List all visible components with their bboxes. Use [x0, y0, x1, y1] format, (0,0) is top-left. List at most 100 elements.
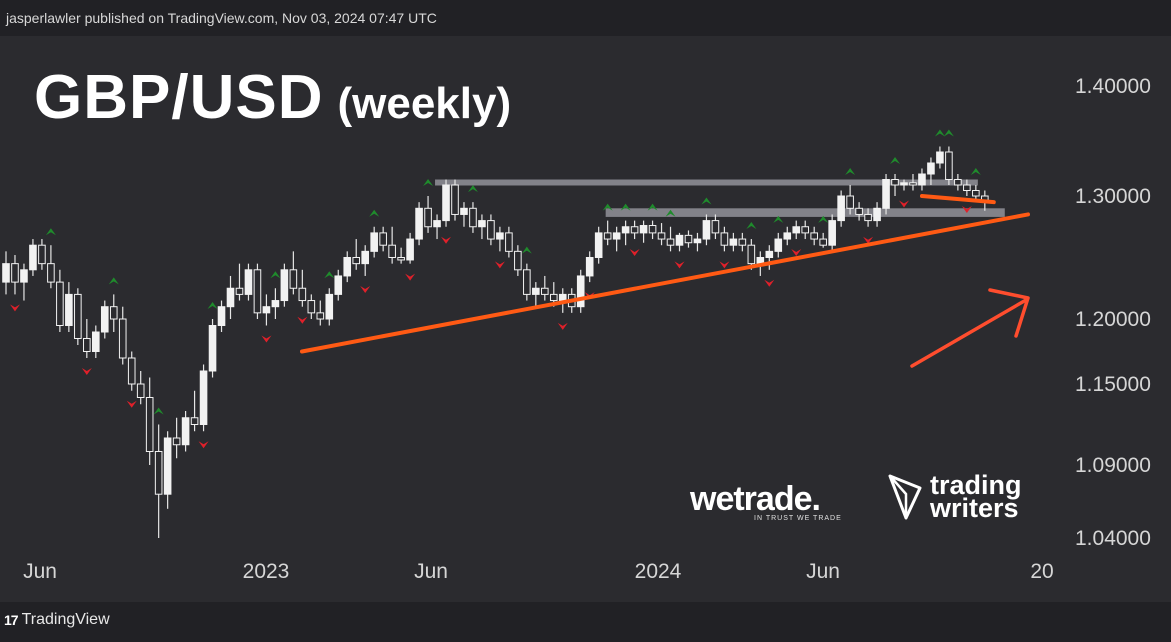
- candle-body: [792, 226, 801, 234]
- candle-body: [927, 162, 935, 175]
- candle-body: [801, 226, 810, 234]
- candle-body: [532, 287, 540, 295]
- fractal-down-marker: [297, 316, 308, 324]
- price-tick-label: 1.15000: [1075, 373, 1151, 396]
- candle-body: [774, 238, 783, 252]
- publisher-header: jasperlawler published on TradingView.co…: [0, 0, 1171, 36]
- candle-body: [460, 207, 468, 215]
- fractal-down-marker: [405, 273, 416, 281]
- tradingview-brand-label: TradingView: [21, 611, 110, 628]
- candle-body: [873, 207, 881, 222]
- candle-body: [675, 234, 684, 246]
- fractal-up-marker: [970, 168, 981, 175]
- candle-body: [397, 257, 405, 261]
- fractal-down-marker: [863, 236, 874, 244]
- fractal-down-marker: [719, 261, 730, 269]
- candle-body: [900, 182, 908, 186]
- tradingview-brand[interactable]: 17 TradingView: [4, 611, 110, 629]
- fractal-down-marker: [629, 249, 640, 257]
- fractal-up-marker: [943, 129, 954, 137]
- candle-body: [370, 232, 378, 252]
- candle-body: [666, 238, 675, 246]
- candle-body: [109, 306, 118, 320]
- candle-body: [810, 232, 819, 240]
- chart-title: GBP/USD (weekly): [34, 62, 511, 133]
- fractal-up-marker: [108, 277, 119, 285]
- resistance-zone: [435, 179, 978, 186]
- time-tick-label: Jun: [806, 560, 840, 583]
- price-tick-label: 1.40000: [1075, 75, 1151, 98]
- price-tick-label: 1.09000: [1075, 454, 1151, 477]
- candle-body: [711, 220, 720, 234]
- candle-body: [433, 220, 441, 228]
- candle-body: [83, 338, 91, 352]
- resistance-zones: [435, 179, 1005, 217]
- fractal-down-marker: [494, 261, 505, 269]
- candle-body: [558, 293, 567, 302]
- candle-body: [244, 269, 253, 295]
- candle-body: [819, 238, 827, 246]
- candle-body: [505, 232, 513, 252]
- fractal-up-marker: [324, 271, 335, 279]
- pair-label: GBP/USD: [34, 63, 324, 132]
- candle-body: [918, 173, 926, 186]
- candle-body: [100, 306, 109, 333]
- fractal-up-marker: [153, 407, 164, 415]
- fractal-down-marker: [557, 322, 568, 330]
- wetrade-tagline: IN TRUST WE TRADE: [754, 515, 842, 522]
- fractal-down-marker: [9, 304, 20, 312]
- fractal-down-marker: [126, 400, 137, 408]
- bullish-arrow-shaft: [910, 298, 1028, 368]
- fractal-up-marker: [207, 302, 218, 309]
- candle-body: [828, 220, 836, 246]
- fractal-up-marker: [521, 246, 532, 254]
- candle-body: [936, 151, 944, 164]
- candle-body: [549, 293, 558, 302]
- resistance-zone: [605, 208, 1005, 217]
- candle-body: [11, 263, 19, 283]
- candle-body: [720, 232, 729, 246]
- candle-body: [352, 257, 361, 265]
- candle-body: [154, 451, 163, 495]
- time-tick-label: 20: [1030, 560, 1053, 583]
- candle-body: [343, 257, 352, 277]
- fractal-up-marker: [773, 215, 784, 223]
- short-trendline: [919, 194, 996, 205]
- price-axis[interactable]: 1.40000 1.30000 1.20000 1.15000 1.09000 1.040…: [1075, 75, 1151, 550]
- candle-body: [92, 331, 100, 352]
- fractal-down-marker: [81, 368, 92, 375]
- fractal-down-marker: [441, 236, 452, 244]
- time-axis[interactable]: Jun 2023 Jun 2024 Jun 20: [23, 560, 1054, 583]
- fractal-down-marker: [791, 249, 802, 257]
- fractal-up-marker: [701, 197, 712, 205]
- candle-body: [693, 238, 702, 244]
- candles: [2, 146, 989, 538]
- candle-body: [603, 232, 612, 240]
- candle-body: [118, 318, 127, 359]
- candle-body: [163, 437, 172, 495]
- tw-line2: writers: [930, 493, 1019, 523]
- price-chart[interactable]: 1.40000 1.30000 1.20000 1.15000 1.09000 1.040…: [0, 36, 1171, 602]
- fractal-up-marker: [45, 228, 56, 236]
- candle-body: [523, 269, 531, 295]
- fractal-down-marker: [674, 261, 685, 269]
- candle-body: [226, 287, 235, 308]
- bullish-arrow-head: [988, 288, 1030, 338]
- fractal-up-marker: [845, 168, 856, 175]
- publisher-text: jasperlawler published on TradingView.co…: [6, 10, 437, 26]
- fractal-up-marker: [818, 215, 829, 223]
- candle-body: [217, 306, 226, 327]
- fractal-up-marker: [647, 203, 658, 211]
- candle-body: [127, 357, 136, 385]
- time-tick-label: Jun: [23, 560, 57, 583]
- candle-body: [639, 225, 648, 234]
- candle-body: [262, 306, 271, 314]
- candle-body: [38, 244, 46, 265]
- candle-body: [496, 232, 504, 240]
- candle-body: [514, 250, 522, 271]
- time-tick-label: 2023: [243, 560, 290, 583]
- candle-body: [963, 184, 971, 191]
- candle-body: [442, 184, 450, 222]
- wetrade-name: wetrade.: [690, 480, 821, 518]
- timeframe-label: (weekly): [337, 79, 512, 128]
